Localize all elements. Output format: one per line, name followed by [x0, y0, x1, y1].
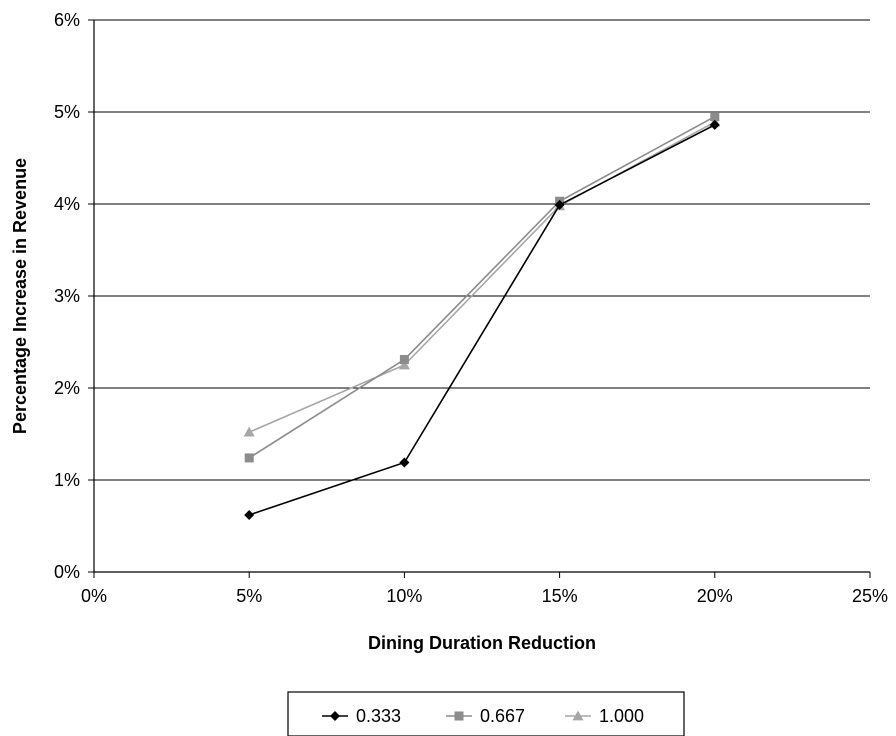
data-point	[244, 509, 255, 520]
series-line	[248, 124, 716, 516]
legend-box	[287, 691, 685, 736]
series	[243, 112, 721, 520]
axes	[88, 19, 871, 578]
y-tick-label: 2%	[54, 378, 80, 398]
data-point	[398, 359, 410, 370]
x-tick-labels: 0% 5% 10% 15% 20% 25%	[81, 586, 888, 606]
x-tick-label: 25%	[852, 586, 888, 606]
y-tick-label: 4%	[54, 194, 80, 214]
y-tick-labels: 0% 1% 2% 3% 4% 5% 6%	[54, 10, 80, 582]
data-point	[244, 453, 254, 463]
gridlines	[94, 19, 870, 481]
x-tick-label: 15%	[542, 586, 578, 606]
legend-label: 1.000	[599, 706, 644, 726]
y-tick-label: 1%	[54, 470, 80, 490]
x-tick-label: 0%	[81, 586, 107, 606]
series-0.667	[244, 112, 720, 463]
x-tick-label: 10%	[386, 586, 422, 606]
legend-item: 1.000	[565, 706, 644, 726]
series-0.333	[244, 119, 720, 520]
y-tick-label: 5%	[54, 102, 80, 122]
x-tick-label: 20%	[697, 586, 733, 606]
legend-swatch-marker	[330, 711, 340, 721]
legend: 0.333 0.667 1.000	[287, 691, 685, 736]
data-point	[243, 426, 255, 437]
x-axis-title: Dining Duration Reduction	[368, 633, 596, 653]
y-axis-title: Percentage Increase in Revenue	[10, 158, 30, 434]
legend-label: 0.667	[480, 706, 525, 726]
legend-swatch-marker	[572, 710, 584, 721]
legend-item: 0.667	[446, 706, 525, 726]
data-point	[399, 354, 409, 364]
series-line	[248, 115, 716, 459]
y-tick-label: 6%	[54, 10, 80, 30]
data-point	[709, 119, 720, 130]
x-tick-label: 5%	[236, 586, 262, 606]
data-point	[399, 457, 410, 468]
legend-item: 0.333	[322, 706, 401, 726]
series-line	[248, 121, 716, 433]
legend-label: 0.333	[356, 706, 401, 726]
data-point	[710, 112, 720, 122]
y-tick-label: 3%	[54, 286, 80, 306]
data-point	[554, 199, 565, 210]
y-tick-label: 0%	[54, 562, 80, 582]
legend-swatch-marker	[454, 711, 464, 721]
series-1.000	[243, 116, 721, 437]
